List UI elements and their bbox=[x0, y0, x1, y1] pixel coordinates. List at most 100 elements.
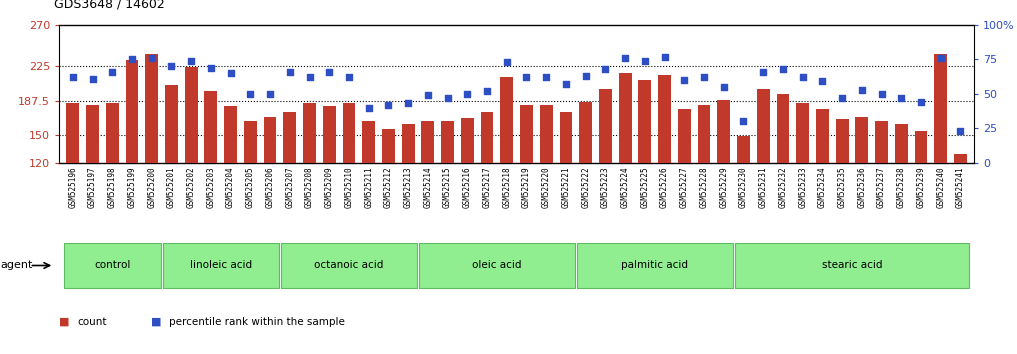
Point bbox=[124, 56, 140, 62]
Text: GSM525197: GSM525197 bbox=[88, 167, 97, 209]
Bar bbox=[914, 131, 928, 163]
Bar bbox=[204, 91, 218, 163]
Text: GSM525202: GSM525202 bbox=[187, 167, 195, 209]
Point bbox=[933, 55, 949, 61]
Text: GSM525203: GSM525203 bbox=[206, 167, 216, 209]
Bar bbox=[639, 80, 651, 163]
Bar bbox=[935, 54, 947, 163]
Bar bbox=[618, 73, 632, 163]
Bar bbox=[441, 120, 454, 163]
Bar bbox=[125, 60, 138, 163]
Text: ■: ■ bbox=[151, 317, 161, 327]
Point bbox=[696, 74, 712, 80]
Point bbox=[597, 66, 613, 72]
Bar bbox=[106, 103, 119, 163]
Bar bbox=[717, 100, 730, 163]
Bar bbox=[402, 124, 415, 163]
Text: ■: ■ bbox=[59, 317, 69, 327]
Point bbox=[656, 54, 672, 59]
Text: GSM525198: GSM525198 bbox=[108, 167, 117, 209]
Text: GSM525224: GSM525224 bbox=[620, 167, 630, 209]
Bar bbox=[855, 117, 869, 163]
Text: GSM525222: GSM525222 bbox=[581, 167, 590, 209]
Text: GSM525230: GSM525230 bbox=[739, 167, 747, 209]
Bar bbox=[185, 67, 197, 163]
Point bbox=[794, 74, 811, 80]
Point bbox=[893, 95, 909, 101]
Text: GSM525214: GSM525214 bbox=[423, 167, 432, 209]
Bar bbox=[580, 102, 592, 163]
Text: GSM525227: GSM525227 bbox=[679, 167, 689, 209]
Bar bbox=[163, 243, 279, 288]
Text: GSM525241: GSM525241 bbox=[956, 167, 965, 209]
Text: GSM525234: GSM525234 bbox=[818, 167, 827, 209]
Bar bbox=[500, 77, 514, 163]
Text: percentile rank within the sample: percentile rank within the sample bbox=[169, 317, 345, 327]
Text: GSM525199: GSM525199 bbox=[127, 167, 136, 209]
Bar bbox=[895, 124, 908, 163]
Point bbox=[538, 74, 554, 80]
Text: GSM525221: GSM525221 bbox=[561, 167, 571, 209]
Point bbox=[164, 63, 180, 69]
Point bbox=[637, 58, 653, 63]
Text: GSM525228: GSM525228 bbox=[700, 167, 709, 209]
Text: GSM525196: GSM525196 bbox=[68, 167, 77, 209]
Text: GSM525226: GSM525226 bbox=[660, 167, 669, 209]
Text: GSM525237: GSM525237 bbox=[877, 167, 886, 209]
Bar bbox=[577, 243, 732, 288]
Point bbox=[439, 95, 456, 101]
Text: GSM525232: GSM525232 bbox=[778, 167, 787, 209]
Bar bbox=[461, 118, 474, 163]
Bar bbox=[658, 75, 671, 163]
Point bbox=[755, 69, 771, 75]
Bar bbox=[244, 121, 256, 163]
Bar bbox=[954, 154, 967, 163]
Point bbox=[815, 79, 831, 84]
Bar bbox=[796, 103, 810, 163]
Bar bbox=[757, 89, 770, 163]
Point bbox=[460, 91, 476, 97]
Point bbox=[262, 91, 279, 97]
Point bbox=[143, 55, 160, 61]
Point bbox=[913, 99, 930, 105]
Text: GSM525231: GSM525231 bbox=[759, 167, 768, 209]
Bar bbox=[66, 103, 79, 163]
Bar bbox=[421, 120, 434, 163]
Text: GSM525219: GSM525219 bbox=[522, 167, 531, 209]
Point bbox=[578, 73, 594, 79]
Text: GSM525213: GSM525213 bbox=[404, 167, 413, 209]
Text: oleic acid: oleic acid bbox=[472, 261, 522, 270]
Bar bbox=[281, 243, 417, 288]
Point bbox=[183, 58, 199, 63]
Bar bbox=[419, 243, 575, 288]
Point bbox=[104, 69, 120, 75]
Text: GSM525205: GSM525205 bbox=[246, 167, 255, 209]
Bar bbox=[777, 94, 789, 163]
Text: GSM525211: GSM525211 bbox=[364, 167, 373, 209]
Point bbox=[952, 128, 968, 134]
Point bbox=[676, 77, 693, 83]
Text: GSM525215: GSM525215 bbox=[443, 167, 453, 209]
Bar bbox=[698, 105, 711, 163]
Text: GSM525223: GSM525223 bbox=[601, 167, 610, 209]
Point bbox=[242, 91, 258, 97]
Point bbox=[498, 59, 515, 65]
Text: palmitic acid: palmitic acid bbox=[621, 261, 689, 270]
Bar bbox=[263, 117, 277, 163]
Bar bbox=[165, 85, 178, 163]
Point bbox=[361, 105, 377, 110]
Text: GSM525229: GSM525229 bbox=[719, 167, 728, 209]
Point bbox=[519, 74, 535, 80]
Bar bbox=[145, 54, 158, 163]
Point bbox=[282, 69, 298, 75]
Text: GSM525235: GSM525235 bbox=[838, 167, 846, 209]
Text: control: control bbox=[94, 261, 130, 270]
Bar bbox=[322, 106, 336, 163]
Text: GSM525206: GSM525206 bbox=[265, 167, 275, 209]
Point bbox=[301, 74, 317, 80]
Bar bbox=[382, 129, 395, 163]
Bar bbox=[520, 105, 533, 163]
Point bbox=[420, 92, 436, 98]
Bar bbox=[224, 106, 237, 163]
Point bbox=[202, 65, 219, 70]
